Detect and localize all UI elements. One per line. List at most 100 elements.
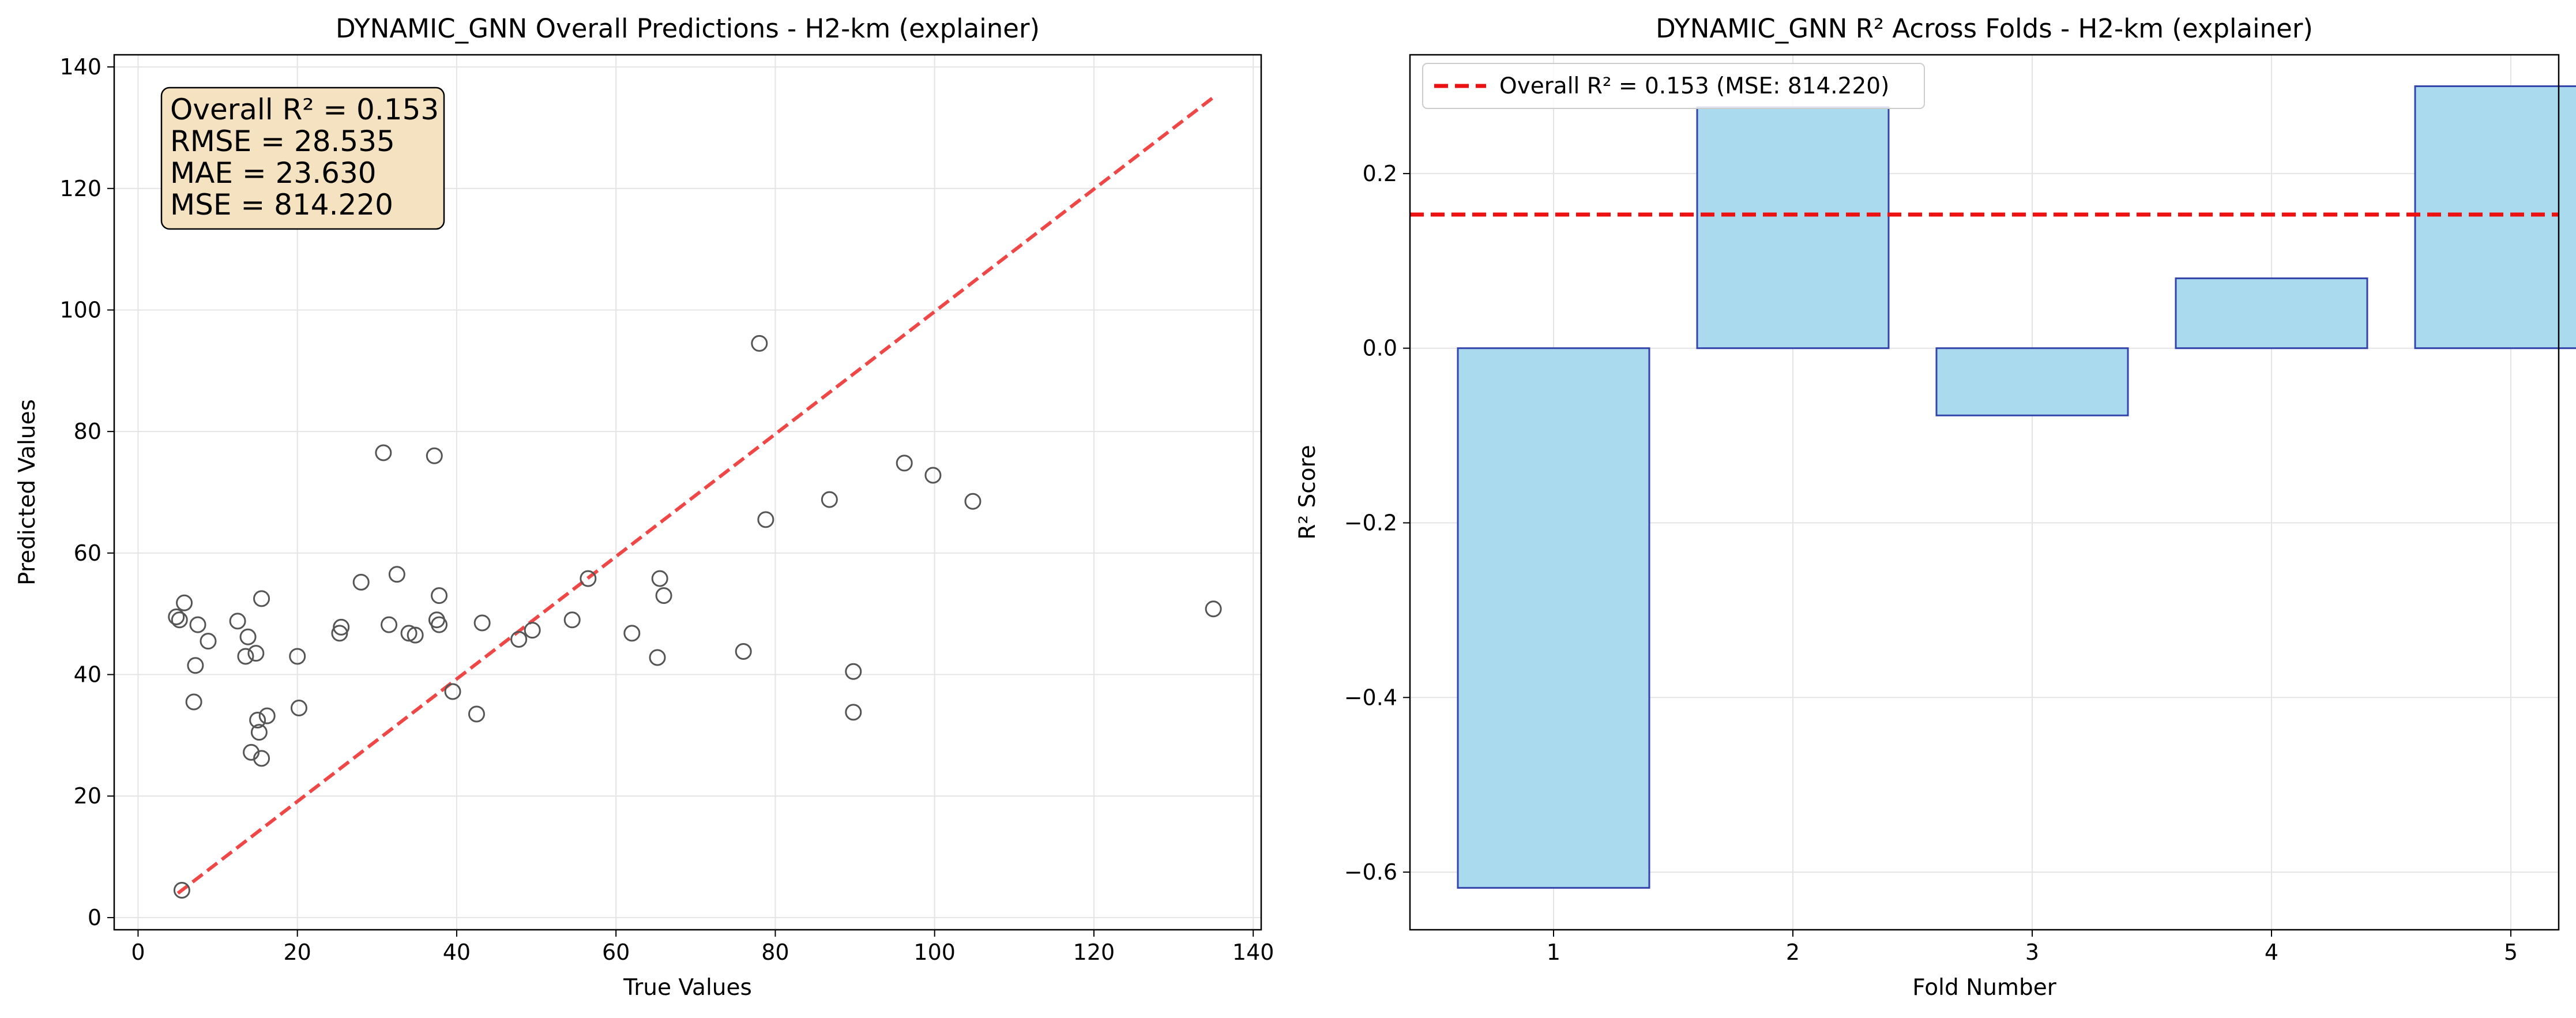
scatter-point — [168, 608, 185, 625]
scatter-chart: 0 20 40 60 80 100 120 140 0 20 40 60 80 100 120 140 DYNA… — [14, 13, 1274, 1001]
stats-box — [160, 87, 445, 230]
scatter-point — [352, 573, 370, 591]
x-tick-label: 20 — [284, 940, 311, 965]
scatter-point — [580, 570, 597, 587]
scatter-point — [258, 707, 276, 724]
scatter-point — [924, 467, 942, 484]
x-axis-label: Fold Number — [1912, 975, 2057, 1001]
scatter-point — [735, 643, 752, 660]
scatter-point — [896, 454, 913, 472]
x-tick-label: 120 — [1073, 940, 1115, 965]
x-tick-label: 4 — [2265, 940, 2278, 965]
scatter-point — [649, 649, 666, 666]
scatter-point — [200, 633, 217, 650]
scatter-point — [247, 645, 265, 662]
y-tick-label: 0.2 — [1363, 161, 1397, 186]
x-tick-label: 80 — [761, 940, 789, 965]
y-tick-label: 120 — [59, 176, 101, 201]
reference-line — [176, 96, 1214, 895]
y-tick-label: 80 — [74, 419, 101, 444]
bar-fold-2 — [1696, 106, 1890, 350]
plot-frame — [1409, 54, 2560, 931]
legend: Overall R² = 0.153 (MSE: 814.220) — [1422, 63, 1925, 109]
x-tick-label: 100 — [913, 940, 956, 965]
scatter-point — [1205, 600, 1222, 618]
scatter-point — [250, 724, 268, 741]
bar-chart: 1 2 3 4 5 −0.6 −0.4 −0.2 0.0 0.2 DYNAMIC_GNN R² Ac… — [1295, 13, 2576, 1001]
scatter-point — [333, 618, 350, 636]
scatter-point — [331, 625, 348, 642]
plot-frame — [113, 54, 1262, 931]
scatter-point — [444, 683, 461, 700]
scatter-point — [381, 616, 398, 633]
bar-fold-3 — [1935, 347, 2129, 416]
scatter-point — [249, 712, 266, 729]
y-tick-label: 20 — [74, 783, 101, 809]
scatter-point — [388, 566, 405, 583]
scatter-point — [821, 491, 838, 508]
y-tick-label: 0.0 — [1363, 336, 1397, 361]
y-axis-label: Predicted Values — [14, 399, 40, 585]
scatter-point — [623, 625, 641, 642]
scatter-point — [185, 693, 202, 711]
y-tick-label: 100 — [59, 297, 101, 322]
scatter-point — [237, 648, 254, 665]
stats-line: MAE = 23.630 — [170, 156, 377, 190]
x-tick-label: 140 — [1232, 940, 1274, 965]
scatter-point — [189, 616, 206, 633]
chart-title: DYNAMIC_GNN Overall Predictions - H2-km … — [336, 13, 1040, 44]
stats-line: MSE = 814.220 — [170, 188, 393, 221]
scatter-point — [468, 705, 485, 723]
y-tick-label: 140 — [59, 54, 101, 80]
scatter-point — [757, 511, 774, 528]
scatter-point — [651, 570, 668, 587]
x-axis-label: True Values — [623, 975, 752, 1001]
bar-fold-1 — [1457, 347, 1650, 889]
bar-fold-5 — [2414, 85, 2576, 350]
scatter-point — [426, 447, 443, 464]
bar-fold-4 — [2175, 277, 2368, 350]
scatter-point — [253, 750, 270, 767]
scatter-point — [187, 657, 204, 674]
scatter-point — [173, 882, 190, 899]
y-tick-label: 0 — [88, 905, 101, 930]
legend-entry: Overall R² = 0.153 (MSE: 814.220) — [1499, 73, 1889, 99]
scatter-point — [229, 613, 246, 630]
x-tick-label: 40 — [443, 940, 471, 965]
stats-line: Overall R² = 0.153 — [170, 93, 439, 126]
scatter-point — [176, 594, 193, 611]
scatter-point — [524, 622, 541, 639]
y-tick-label: −0.2 — [1344, 510, 1397, 535]
stats-line: RMSE = 28.535 — [170, 125, 395, 158]
scatter-point — [253, 590, 270, 607]
scatter-point — [510, 630, 528, 648]
scatter-point — [431, 587, 448, 604]
scatter-point — [845, 663, 862, 680]
scatter-point — [407, 626, 424, 644]
scatter-point — [375, 444, 392, 461]
x-tick-label: 60 — [602, 940, 630, 965]
scatter-point — [171, 611, 188, 629]
scatter-point — [290, 699, 307, 716]
scatter-point — [289, 648, 306, 665]
scatter-point — [845, 704, 862, 721]
y-tick-label: 60 — [74, 540, 101, 566]
scatter-point — [239, 628, 257, 645]
y-tick-label: −0.6 — [1344, 859, 1397, 885]
y-tick-label: −0.4 — [1344, 685, 1397, 710]
scatter-point — [655, 587, 672, 604]
x-tick-label: 1 — [1547, 940, 1560, 965]
x-tick-label: 5 — [2504, 940, 2518, 965]
x-tick-label: 2 — [1786, 940, 1800, 965]
scatter-point — [751, 335, 768, 352]
scatter-point — [431, 616, 448, 633]
scatter-point — [473, 614, 491, 632]
chart-title: DYNAMIC_GNN R² Across Folds - H2-km (exp… — [1656, 13, 2313, 44]
y-axis-label: R² Score — [1295, 445, 1321, 539]
scatter-point — [400, 625, 418, 642]
y-tick-label: 40 — [74, 662, 101, 688]
x-tick-label: 0 — [131, 940, 145, 965]
scatter-point — [563, 611, 581, 629]
x-tick-label: 3 — [2025, 940, 2039, 965]
